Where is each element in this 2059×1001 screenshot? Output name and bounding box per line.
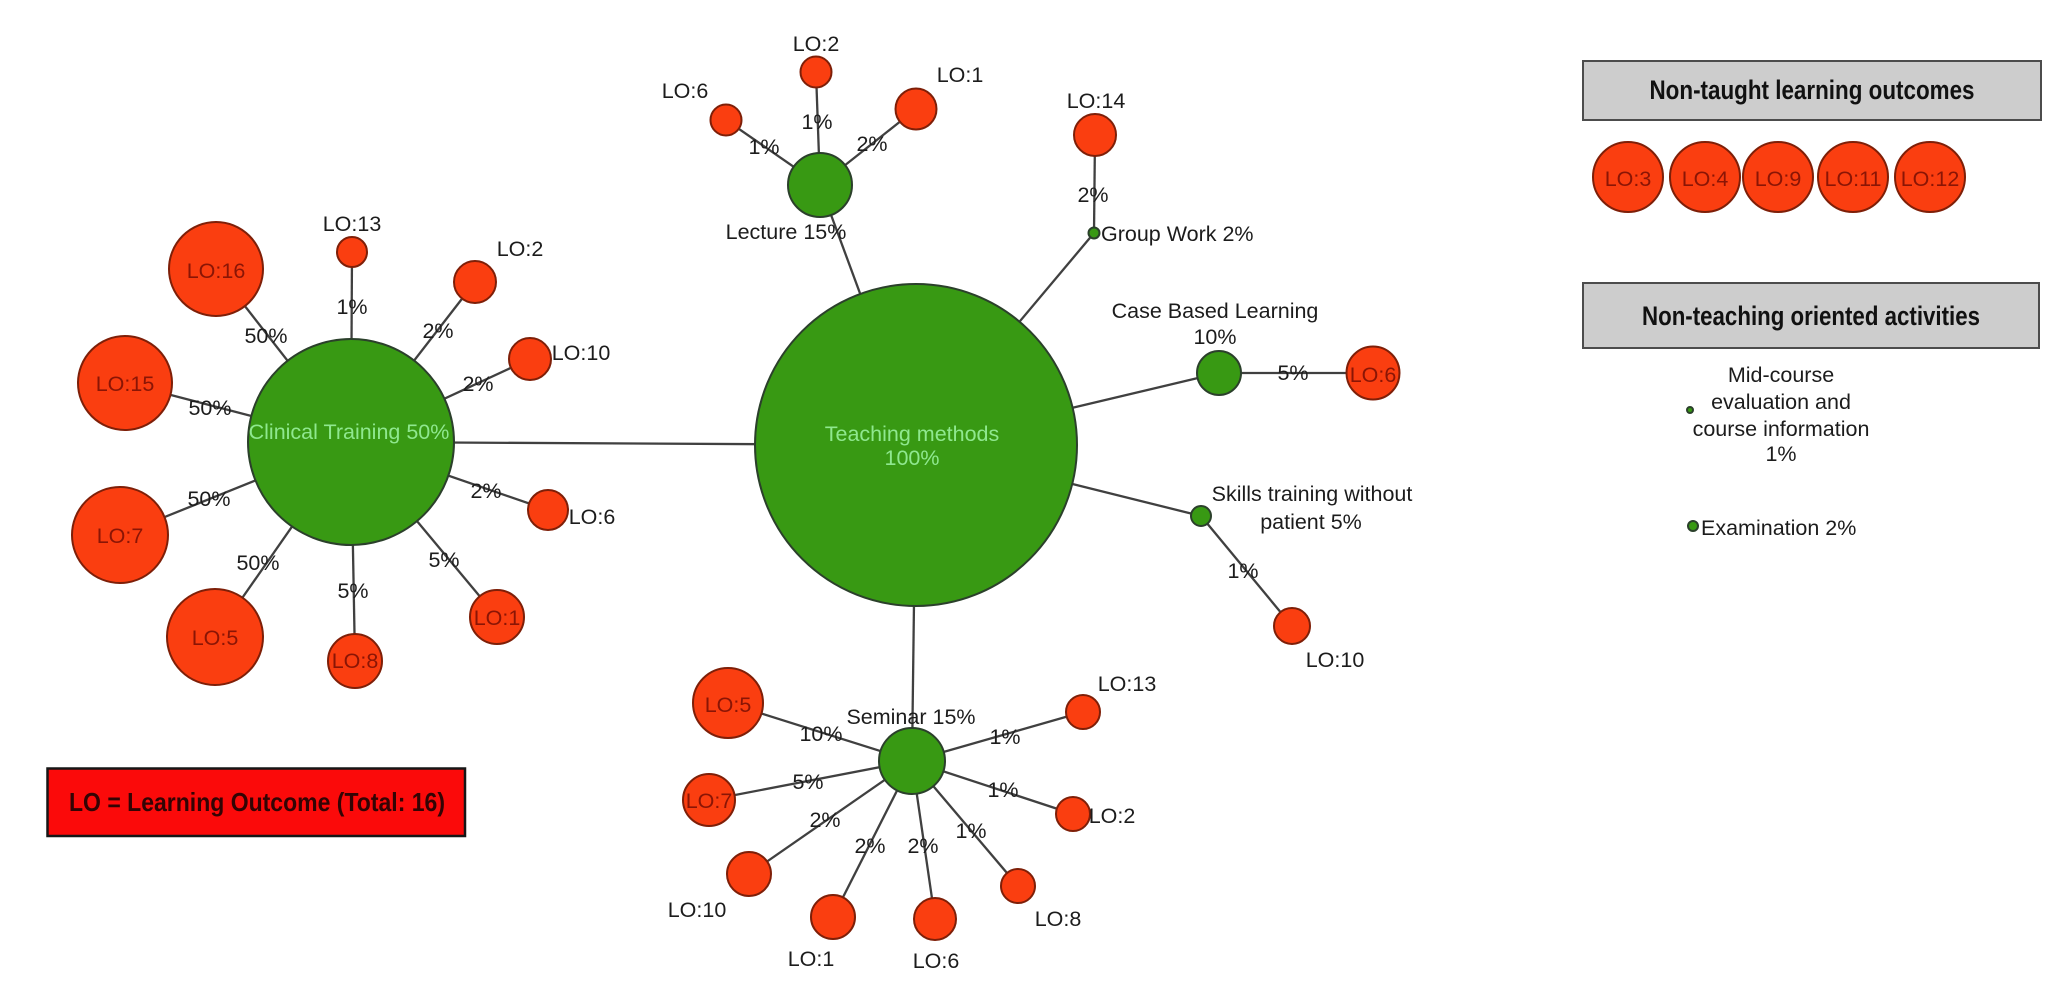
- svg-text:Skills training without: Skills training without: [1212, 482, 1413, 506]
- svg-text:5%: 5%: [792, 770, 823, 794]
- svg-text:50%: 50%: [187, 487, 230, 511]
- svg-text:course information: course information: [1693, 417, 1870, 441]
- svg-text:LO:9: LO:9: [1755, 167, 1802, 191]
- svg-text:LO:10: LO:10: [552, 341, 611, 365]
- svg-text:LO:5: LO:5: [192, 626, 239, 650]
- svg-text:1%: 1%: [1227, 559, 1258, 583]
- svg-text:LO:6: LO:6: [1350, 363, 1397, 387]
- svg-text:10%: 10%: [1193, 325, 1236, 349]
- svg-text:1%: 1%: [1765, 442, 1796, 466]
- svg-text:2%: 2%: [422, 319, 453, 343]
- svg-text:50%: 50%: [244, 324, 287, 348]
- svg-text:5%: 5%: [1277, 361, 1308, 385]
- svg-text:5%: 5%: [428, 548, 459, 572]
- svg-text:2%: 2%: [907, 834, 938, 858]
- svg-text:LO:7: LO:7: [686, 789, 733, 813]
- svg-text:LO:2: LO:2: [497, 237, 544, 261]
- svg-text:Non-taught learning outcomes: Non-taught learning outcomes: [1650, 75, 1975, 105]
- svg-text:LO:14: LO:14: [1067, 89, 1126, 113]
- svg-text:LO:10: LO:10: [1306, 648, 1365, 672]
- svg-text:LO:2: LO:2: [793, 32, 840, 56]
- svg-text:Lecture 15%: Lecture 15%: [726, 220, 847, 244]
- svg-text:1%: 1%: [748, 135, 779, 159]
- svg-text:Teaching methods: Teaching methods: [825, 422, 1000, 446]
- svg-text:100%: 100%: [885, 446, 940, 470]
- svg-text:1%: 1%: [955, 819, 986, 843]
- svg-text:Examination 2%: Examination 2%: [1701, 516, 1856, 540]
- svg-text:50%: 50%: [188, 396, 231, 420]
- svg-text:2%: 2%: [462, 372, 493, 396]
- svg-text:LO:1: LO:1: [474, 606, 521, 630]
- svg-text:2%: 2%: [809, 808, 840, 832]
- svg-text:LO:12: LO:12: [1901, 167, 1960, 191]
- svg-text:1%: 1%: [336, 295, 367, 319]
- svg-text:LO:3: LO:3: [1605, 167, 1652, 191]
- svg-text:LO:6: LO:6: [913, 949, 960, 973]
- svg-text:LO:8: LO:8: [332, 649, 379, 673]
- svg-text:evaluation and: evaluation and: [1711, 390, 1851, 414]
- svg-text:Mid-course: Mid-course: [1728, 363, 1834, 387]
- svg-text:50%: 50%: [236, 551, 279, 575]
- svg-text:LO:15: LO:15: [96, 372, 155, 396]
- svg-text:1%: 1%: [801, 110, 832, 134]
- svg-text:LO:2: LO:2: [1089, 804, 1136, 828]
- svg-text:LO:1: LO:1: [788, 947, 835, 971]
- svg-text:LO:5: LO:5: [705, 693, 752, 717]
- svg-text:LO:16: LO:16: [187, 259, 246, 283]
- svg-text:Non-teaching oriented activiti: Non-teaching oriented activities: [1642, 301, 1980, 331]
- svg-text:Group Work 2%: Group Work 2%: [1101, 222, 1254, 246]
- svg-text:1%: 1%: [987, 778, 1018, 802]
- svg-text:LO:13: LO:13: [1098, 672, 1157, 696]
- svg-text:2%: 2%: [470, 479, 501, 503]
- svg-text:LO = Learning Outcome (Total:: LO = Learning Outcome (Total: 16): [69, 787, 445, 817]
- svg-text:LO:11: LO:11: [1825, 167, 1882, 191]
- svg-text:10%: 10%: [799, 722, 842, 746]
- svg-text:LO:1: LO:1: [937, 63, 984, 87]
- svg-text:LO:13: LO:13: [323, 212, 382, 236]
- svg-text:LO:7: LO:7: [97, 524, 144, 548]
- svg-text:Seminar 15%: Seminar 15%: [846, 705, 975, 729]
- svg-text:LO:4: LO:4: [1682, 167, 1729, 191]
- svg-text:patient 5%: patient 5%: [1260, 510, 1362, 534]
- svg-text:LO:6: LO:6: [662, 79, 709, 103]
- svg-text:1%: 1%: [989, 725, 1020, 749]
- svg-text:2%: 2%: [854, 834, 885, 858]
- svg-text:2%: 2%: [856, 132, 887, 156]
- svg-text:LO:8: LO:8: [1035, 907, 1082, 931]
- svg-text:5%: 5%: [337, 579, 368, 603]
- svg-text:2%: 2%: [1077, 183, 1108, 207]
- svg-text:LO:10: LO:10: [668, 898, 727, 922]
- svg-text:LO:6: LO:6: [569, 505, 616, 529]
- svg-text:Case Based Learning: Case Based Learning: [1112, 299, 1319, 323]
- svg-text:Clinical Training 50%: Clinical Training 50%: [249, 420, 450, 444]
